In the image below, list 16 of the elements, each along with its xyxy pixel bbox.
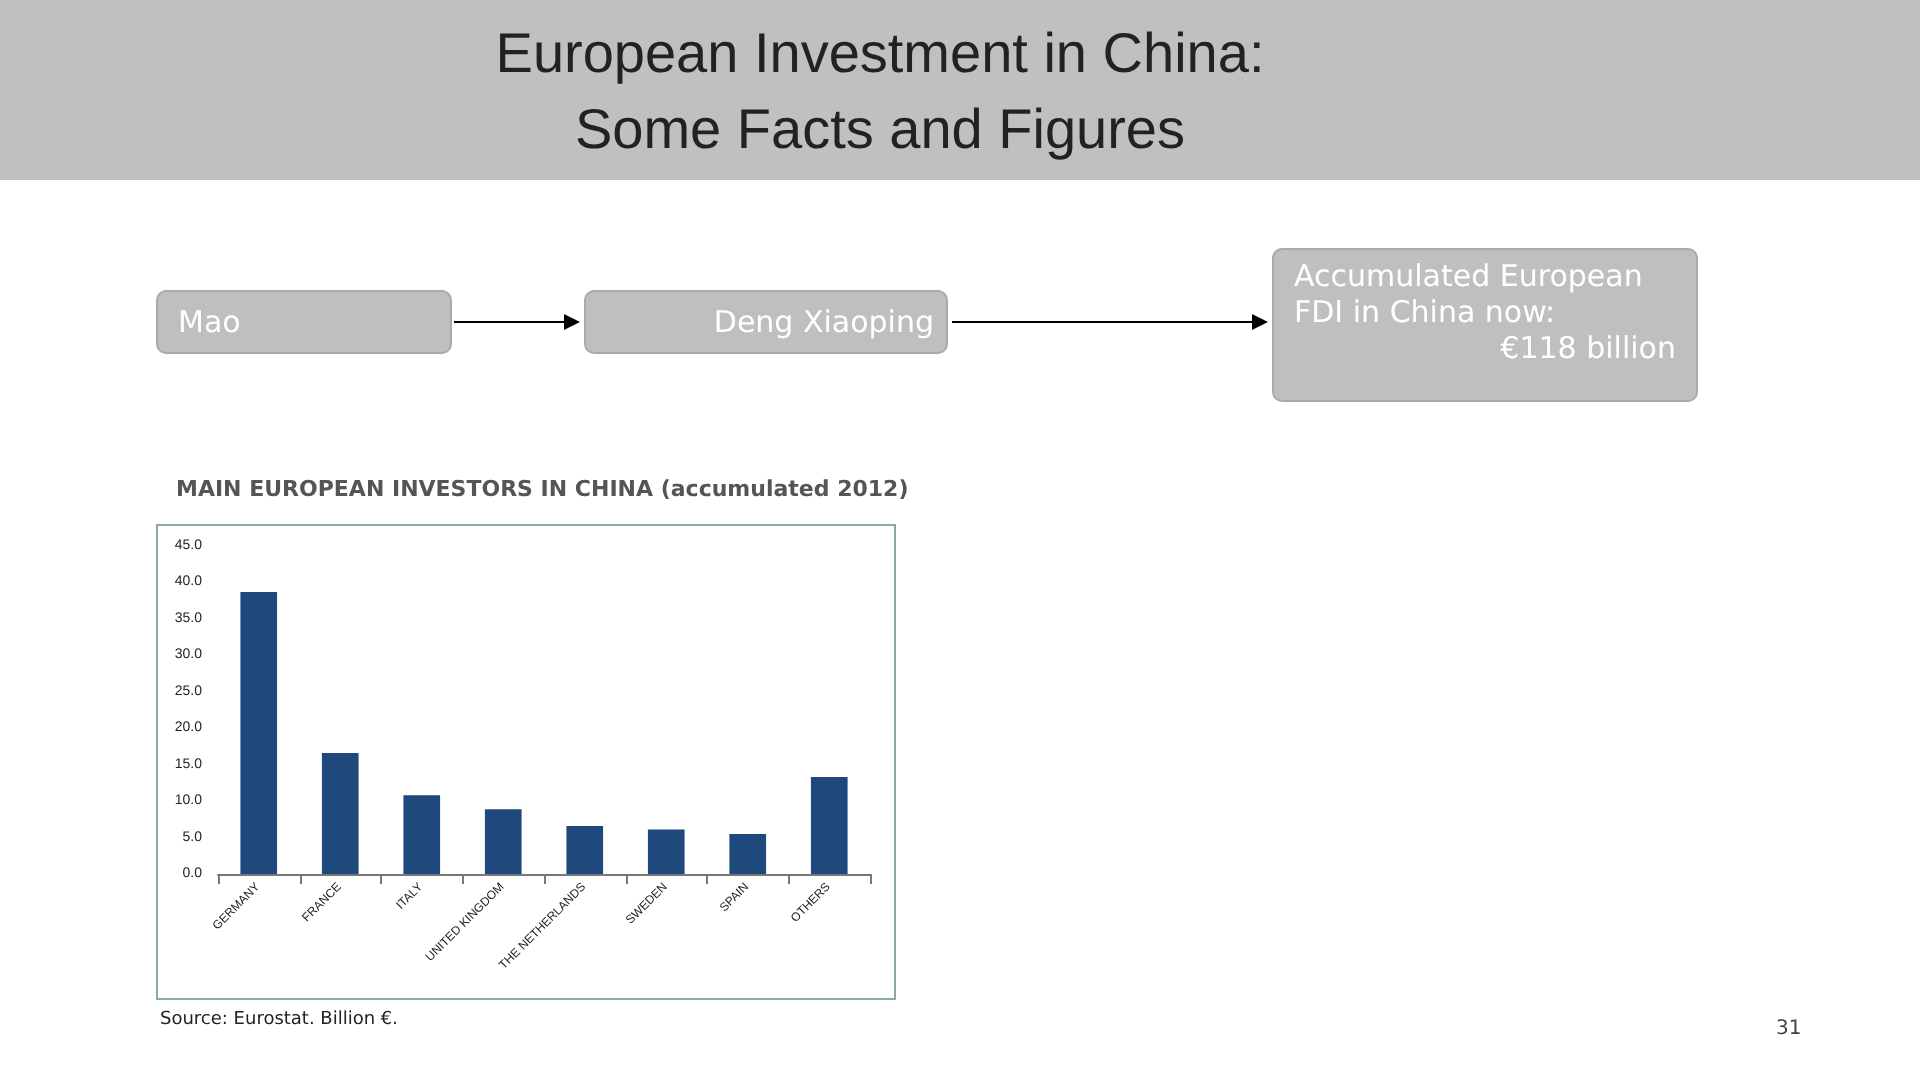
text: Deng Xiaoping (584, 290, 948, 354)
bar (321, 753, 359, 874)
bar (240, 591, 278, 874)
source-note: Source: Eurostat. Billion €. (160, 1010, 399, 1030)
bar (810, 777, 848, 874)
bar (647, 829, 685, 874)
chart-title: European Investment in China: Some Facts and Figures (493, 20, 1267, 164)
bar (403, 795, 441, 874)
text: €118 billion (1498, 330, 1676, 366)
bar (729, 833, 767, 874)
bar (484, 809, 522, 874)
text: Mao (156, 290, 452, 354)
text: 31 (1776, 1018, 1802, 1040)
bar (566, 825, 604, 874)
chart-subtitle: MAIN EUROPEAN INVESTORS IN CHINA (accumulated 2012) (176, 476, 909, 502)
text: Accumulated European FDI in China now: (1294, 258, 1645, 330)
